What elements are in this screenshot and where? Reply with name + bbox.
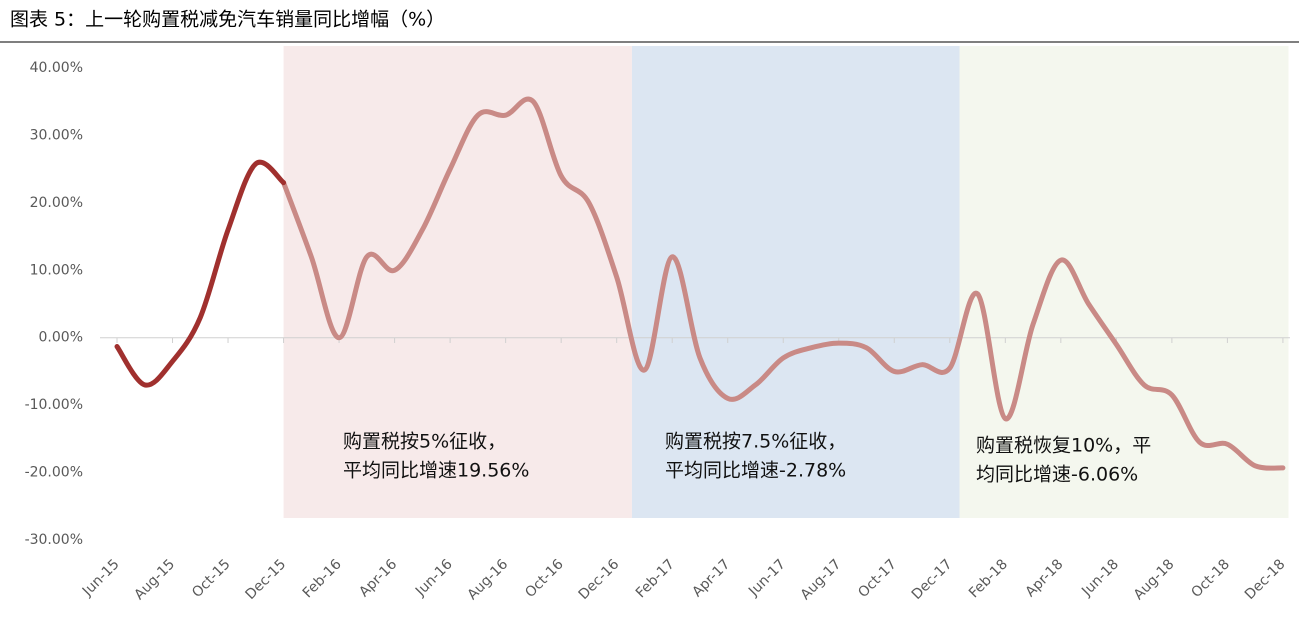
shaded-region	[631, 46, 960, 518]
x-tick-label: Feb-17	[633, 556, 678, 601]
y-tick-label: -10.00%	[25, 397, 83, 413]
x-tick-label: Aug-18	[1131, 556, 1178, 603]
y-tick-label: 20.00%	[30, 195, 83, 211]
x-tick-label: Dec-16	[576, 556, 623, 603]
chart-title: 图表 5：上一轮购置税减免汽车销量同比增幅（%）	[10, 9, 445, 31]
shaded-region	[959, 46, 1289, 518]
y-tick-label: 30.00%	[30, 127, 83, 143]
x-tick-label: Oct-18	[1188, 556, 1233, 601]
x-tick-label: Aug-15	[131, 556, 178, 603]
region-annotation: 平均同比增速-2.78%	[665, 460, 846, 482]
region-annotation: 购置税恢复10%，平	[976, 435, 1151, 457]
x-tick-label: Oct-16	[522, 556, 567, 601]
x-tick-label: Oct-17	[855, 556, 900, 601]
x-tick-label: Apr-18	[1023, 556, 1067, 600]
x-tick-label: Feb-18	[966, 556, 1011, 601]
x-tick-label: Jun-17	[745, 556, 789, 600]
x-tick-label: Dec-15	[243, 556, 290, 603]
y-tick-label: -20.00%	[25, 465, 83, 481]
region-annotation: 购置税按7.5%征收，	[665, 431, 846, 453]
x-tick-label: Dec-18	[1242, 556, 1289, 603]
y-tick-label: -30.00%	[25, 532, 83, 548]
x-tick-label: Aug-17	[798, 556, 845, 603]
region-annotation: 均同比增速-6.06%	[976, 464, 1138, 486]
x-tick-label: Feb-16	[300, 556, 345, 601]
x-tick-label: Oct-15	[189, 556, 234, 601]
y-tick-label: 10.00%	[30, 262, 83, 278]
y-tick-label: 40.00%	[30, 60, 83, 76]
x-tick-label: Apr-17	[689, 556, 733, 600]
region-annotation: 购置税按5%征收，	[343, 431, 506, 453]
shaded-region	[283, 46, 632, 518]
region-annotation: 平均同比增速19.56%	[343, 460, 529, 482]
x-tick-label: Jun-15	[79, 556, 123, 600]
x-tick-label: Jun-18	[1078, 556, 1122, 600]
line-series	[114, 159, 287, 388]
line-series	[281, 96, 1286, 471]
x-tick-label: Jun-16	[412, 556, 456, 600]
y-tick-label: 0.00%	[39, 330, 83, 346]
x-tick-label: Dec-17	[909, 556, 956, 603]
x-tick-label: Apr-16	[356, 556, 400, 600]
x-tick-label: Aug-16	[464, 556, 511, 603]
